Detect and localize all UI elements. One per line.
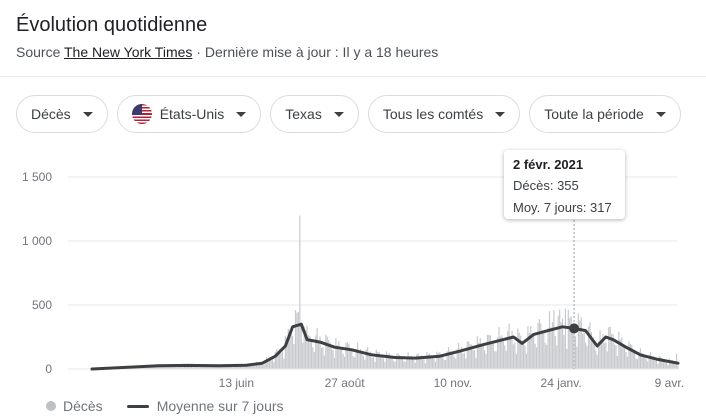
x-tick-label: 10 nov. (434, 376, 472, 390)
deaths-chart[interactable]: 0 500 1 000 1 500 13 juin 27 août 10 nov. 24 ja… (0, 140, 706, 390)
x-tick-label: 24 janv. (541, 376, 582, 390)
chart-legend: Décès Moyenne sur 7 jours (46, 398, 284, 414)
y-tick-label: 500 (32, 298, 52, 312)
period-dropdown-label: Toute la période (544, 106, 644, 122)
tooltip-date: 2 févr. 2021 (513, 157, 584, 172)
legend-daily-swatch (46, 401, 56, 411)
caret-down-icon (333, 111, 344, 117)
filter-bar: Décès États-Unis Texas Tous les comtés T… (16, 95, 681, 133)
hover-marker-dot (569, 323, 580, 334)
tooltip-avg: Moy. 7 jours: 317 (513, 200, 612, 215)
caret-down-icon (495, 111, 506, 117)
metric-dropdown-label: Décès (31, 106, 71, 122)
caret-down-icon (236, 111, 247, 117)
us-flag-icon (131, 104, 152, 124)
chart-tooltip: 2 févr. 2021 Décès: 355 Moy. 7 jours: 31… (504, 150, 625, 219)
caret-down-icon (82, 111, 93, 117)
y-tick-label: 1 000 (22, 234, 52, 248)
county-dropdown-label: Tous les comtés (382, 106, 484, 122)
state-dropdown[interactable]: Texas (270, 95, 359, 133)
country-dropdown[interactable]: États-Unis (116, 95, 262, 133)
legend-daily-label: Décès (63, 398, 103, 414)
county-dropdown[interactable]: Tous les comtés (367, 95, 521, 133)
legend-avg-swatch (126, 404, 149, 408)
y-tick-label: 1 500 (22, 170, 52, 184)
tooltip-deaths: Décès: 355 (513, 178, 579, 193)
caret-down-icon (655, 111, 666, 117)
legend-avg-label: Moyenne sur 7 jours (156, 398, 284, 414)
state-dropdown-label: Texas (285, 106, 322, 122)
country-dropdown-label: États-Unis (159, 106, 225, 122)
page-title: Évolution quotidienne (16, 14, 208, 36)
source-link[interactable]: The New York Times (64, 44, 193, 60)
y-tick-label: 0 (45, 362, 52, 376)
x-tick-label: 27 août (325, 376, 366, 390)
seven-day-average-line (90, 322, 680, 371)
x-tick-label: 13 juin (219, 376, 254, 390)
x-tick-label: 9 avr. (655, 376, 684, 390)
metric-dropdown[interactable]: Décès (16, 95, 108, 133)
header-divider (0, 76, 706, 77)
source-prefix: Source (16, 44, 61, 60)
last-updated: · Dernière mise à jour : Il y a 18 heure… (196, 44, 439, 60)
source-line: Source The New York Times · Dernière mis… (16, 44, 438, 60)
period-dropdown[interactable]: Toute la période (529, 95, 681, 133)
